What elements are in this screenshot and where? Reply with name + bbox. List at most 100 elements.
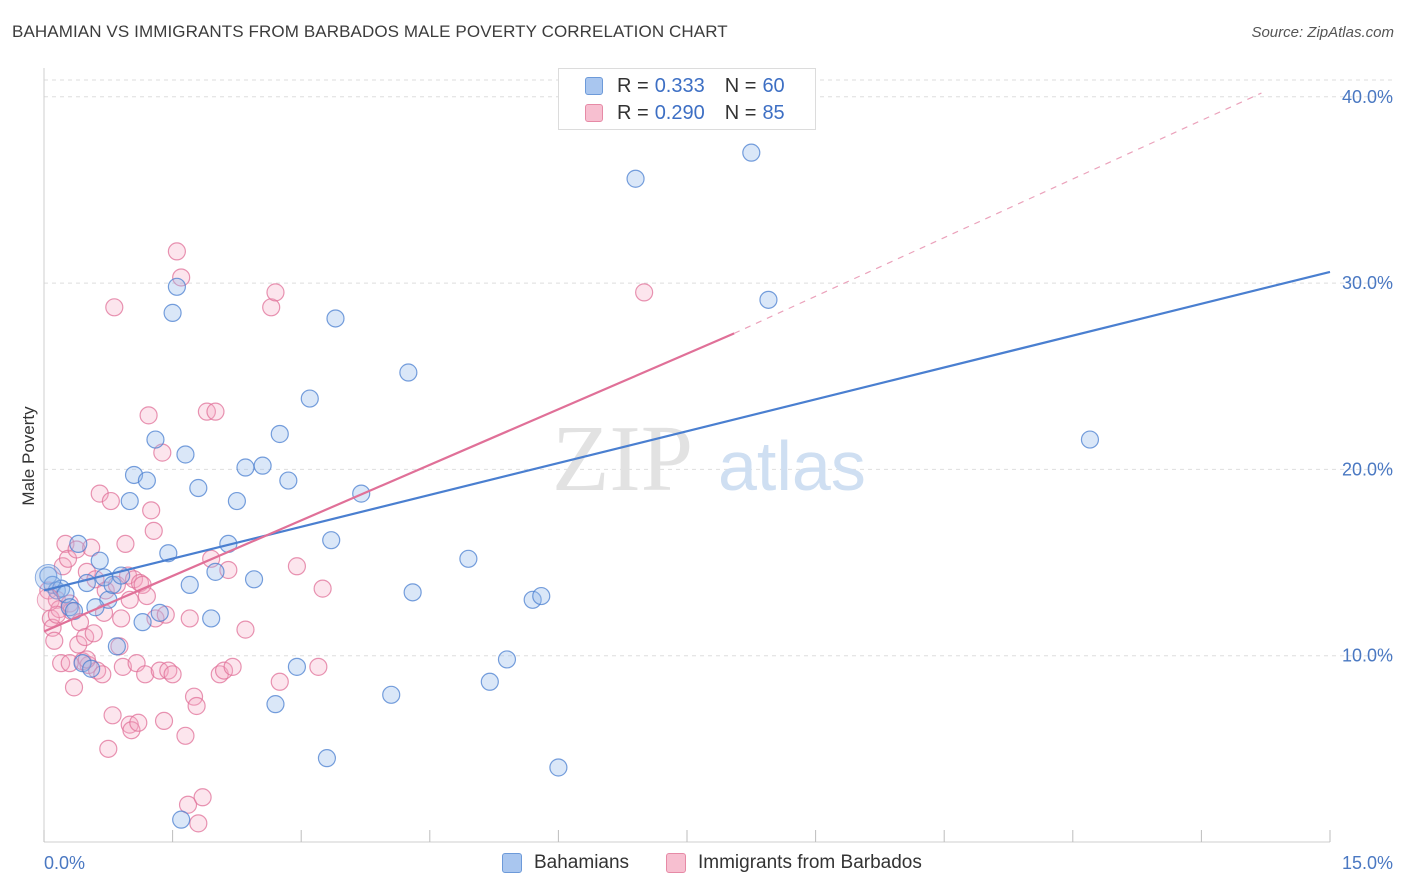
data-point [193,788,212,807]
data-point [139,406,158,425]
data-point [635,283,654,302]
watermark: ZIP atlas [552,407,866,511]
data-point [39,566,58,585]
legend-item-bahamians[interactable]: Bahamians [502,852,629,874]
data-point [146,430,165,449]
data-point [99,739,118,758]
data-point [93,665,112,684]
legend-item-barbados[interactable]: Immigrants from Barbados [666,852,922,874]
data-point [163,665,182,684]
legend-row-bahamians: R = 0.333 N = 60 [585,73,785,99]
data-point [202,609,221,628]
trend-line-bahamians [43,270,1331,592]
data-point [223,657,242,676]
series-legend: Bahamians Immigrants from Barbados [0,850,1406,878]
source-label: Source: ZipAtlas.com [1251,24,1394,41]
data-point [532,586,551,606]
y-tick-label: 20.0% [1342,459,1393,479]
data-point [382,685,401,704]
data-point [101,491,120,511]
data-point [300,389,319,408]
data-point [309,657,328,676]
grid-lines [44,79,1394,657]
legend-swatch-pink [666,853,686,873]
data-point [82,659,101,678]
data-point [403,583,422,602]
data-point [56,534,75,554]
legend-label: Bahamians [534,852,630,873]
data-point [105,298,124,317]
data-point [317,749,337,768]
data-point [120,491,139,511]
data-point [287,657,307,676]
data-point [270,424,289,444]
data-point [103,706,122,725]
x-tick-label: 15.0% [1342,853,1393,873]
data-point [90,551,109,570]
data-point [178,795,198,814]
watermark-atlas: atlas [718,427,866,505]
data-point [287,557,307,576]
chart-title: BAHAMIAN VS IMMIGRANTS FROM BARBADOS MAL… [12,22,728,41]
data-point [45,631,64,650]
data-point [90,484,109,503]
y-axis-label: Male Poverty [19,406,38,506]
axes [43,68,1331,843]
x-tick-label: 0.0% [44,853,85,873]
data-point [270,672,289,691]
data-point [626,169,645,188]
data-point [322,531,341,550]
data-point [180,609,199,628]
data-point [266,695,285,714]
data-point [150,603,169,622]
r-value: 0.290 [654,101,705,124]
legend-row-barbados: R = 0.290 N = 85 [585,100,785,126]
data-point [113,657,132,676]
data-point [167,277,186,296]
legend-label: Immigrants from Barbados [698,852,922,873]
data-point [262,298,281,317]
data-point [759,290,778,309]
data-point [77,573,96,593]
data-point [176,445,195,464]
data-point [189,814,208,833]
data-point [172,810,191,829]
data-point [279,471,298,490]
data-point [60,654,79,673]
data-point [187,696,206,716]
data-point [1080,430,1100,449]
data-point [180,575,199,594]
n-label: N = [724,101,757,124]
r-label: R = [617,74,649,97]
data-point [163,303,182,322]
data-point [136,665,155,684]
y-tick-label: 30.0% [1342,273,1393,293]
data-point [206,402,225,421]
data-point [137,471,156,490]
tick-labels: 10.0% 20.0% 30.0% 40.0% 0.0% 15.0% [44,87,1393,873]
data-point [206,562,225,581]
data-point [459,549,478,568]
data-point [154,711,174,730]
data-point [326,309,345,328]
data-point [69,635,88,654]
data-point [167,242,186,261]
data-point [176,726,195,745]
n-label: N = [724,74,757,97]
data-point [227,491,246,511]
y-tick-label: 40.0% [1342,87,1393,107]
data-point [172,268,191,287]
data-point [122,721,141,740]
data-point [549,758,568,777]
data-point [244,570,264,589]
r-value: 0.333 [654,74,705,97]
data-point [142,501,161,520]
data-point [116,534,135,554]
legend-swatch-blue [585,77,603,95]
y-tick-label: 10.0% [1342,646,1393,666]
data-point [189,478,208,498]
trend-line-barbados-extension [733,92,1262,334]
data-point [313,579,332,598]
data-point [107,637,126,656]
data-point [129,713,148,732]
